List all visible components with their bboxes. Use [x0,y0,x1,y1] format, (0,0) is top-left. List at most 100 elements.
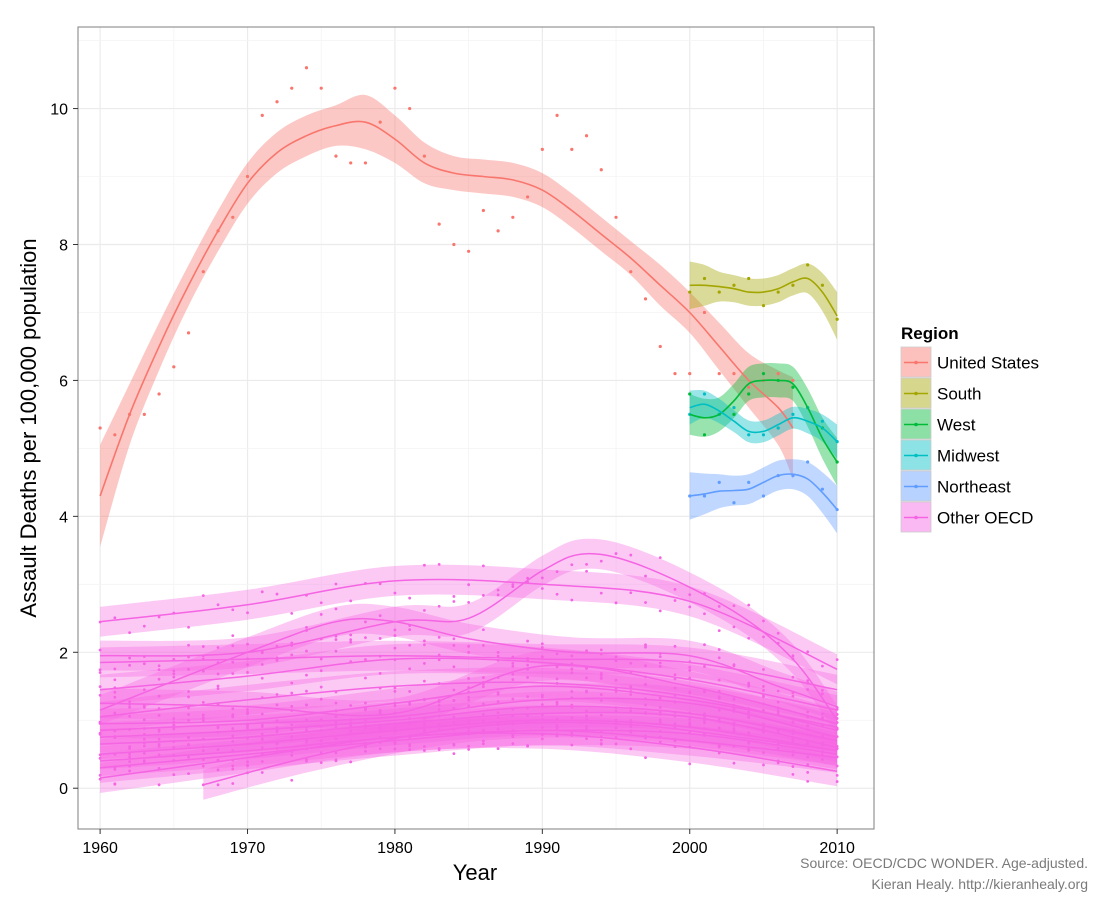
point-other-oecd [349,760,353,764]
point-other-oecd [747,748,751,752]
point-other-oecd [717,604,721,608]
point-other-oecd [511,585,515,589]
point-other-oecd [231,734,235,738]
line-other-oecd [100,719,838,755]
point-other-oecd [570,671,574,675]
point-other-oecd [732,729,736,733]
point-other-oecd [481,719,485,723]
point-other-oecd [334,725,338,729]
point-other-oecd [437,562,441,566]
point-other-oecd [673,677,677,681]
point-midwest [732,406,736,410]
point-other-oecd [511,742,515,746]
point-other-oecd [305,740,308,744]
point-other-oecd [467,698,471,702]
line-other-oecd [100,697,838,738]
point-other-oecd [260,651,264,655]
point-other-oecd [275,592,279,596]
point-united-states [98,426,102,430]
point-united-states [643,297,648,301]
point-other-oecd [231,660,235,664]
point-other-oecd [629,591,633,595]
point-united-states [673,372,677,376]
point-other-oecd [98,693,102,697]
legend-key-point [914,515,918,520]
line-other-oecd [99,732,838,779]
point-midwest [702,392,707,396]
point-united-states [555,113,559,117]
point-other-oecd [644,703,647,707]
point-other-oecd [393,686,397,690]
point-other-oecd [496,654,500,658]
point-other-oecd [437,748,441,751]
point-other-oecd [747,636,751,640]
point-other-oecd [614,726,618,730]
point-other-oecd [216,768,220,772]
point-west [747,392,751,396]
point-other-oecd [481,628,485,632]
point-other-oecd [776,631,780,635]
point-other-oecd [762,708,765,712]
plot-border [77,26,875,830]
point-other-oecd [703,612,706,616]
point-other-oecd [128,705,131,709]
plot-area [78,27,874,829]
point-other-oecd [570,743,574,747]
point-other-oecd [157,783,161,787]
point-other-oecd [762,722,765,726]
point-other-oecd [157,728,161,732]
point-other-oecd [393,747,397,751]
point-other-oecd [231,727,235,730]
point-other-oecd [305,728,308,732]
point-other-oecd [378,614,382,618]
point-other-oecd [585,714,588,718]
point-united-states [614,215,618,219]
point-united-states [113,433,117,437]
legend-key-point [914,453,918,458]
point-united-states [791,378,795,383]
point-other-oecd [585,737,588,741]
point-other-oecd [658,740,662,744]
point-other-oecd [275,658,279,662]
legend-key-point [914,391,918,396]
point-other-oecd [423,679,426,683]
point-other-oecd [423,662,426,665]
point-other-oecd [467,650,471,654]
legend-key-point [914,360,918,365]
point-other-oecd [437,604,441,608]
point-other-oecd [319,613,323,616]
line-south [689,277,838,317]
point-other-oecd [762,635,765,639]
legend-label: West [937,416,976,435]
point-other-oecd [791,737,795,741]
legend-title: Region [901,324,959,343]
y-tick-label: 0 [59,781,68,798]
point-other-oecd [128,752,131,756]
point-northeast [702,494,707,498]
point-other-oecd [305,626,308,629]
point-united-states [304,66,309,70]
point-south [776,290,780,294]
point-other-oecd [717,678,721,682]
point-other-oecd [319,761,323,765]
point-other-oecd [216,603,220,607]
point-other-oecd [334,715,338,718]
point-other-oecd [747,710,751,714]
point-other-oecd [526,576,529,580]
y-tick-label: 8 [59,237,68,254]
point-other-oecd [157,737,161,741]
point-other-oecd [98,668,102,672]
point-other-oecd [673,599,677,602]
point-other-oecd [378,725,382,729]
point-other-oecd [128,747,131,750]
point-other-oecd [806,755,810,759]
point-other-oecd [673,673,677,677]
point-other-oecd [599,693,603,697]
line-other-oecd [100,578,838,670]
point-other-oecd [290,728,294,732]
point-other-oecd [791,654,795,658]
point-other-oecd [305,649,308,653]
point-other-oecd [260,590,264,594]
point-united-states [349,161,353,165]
